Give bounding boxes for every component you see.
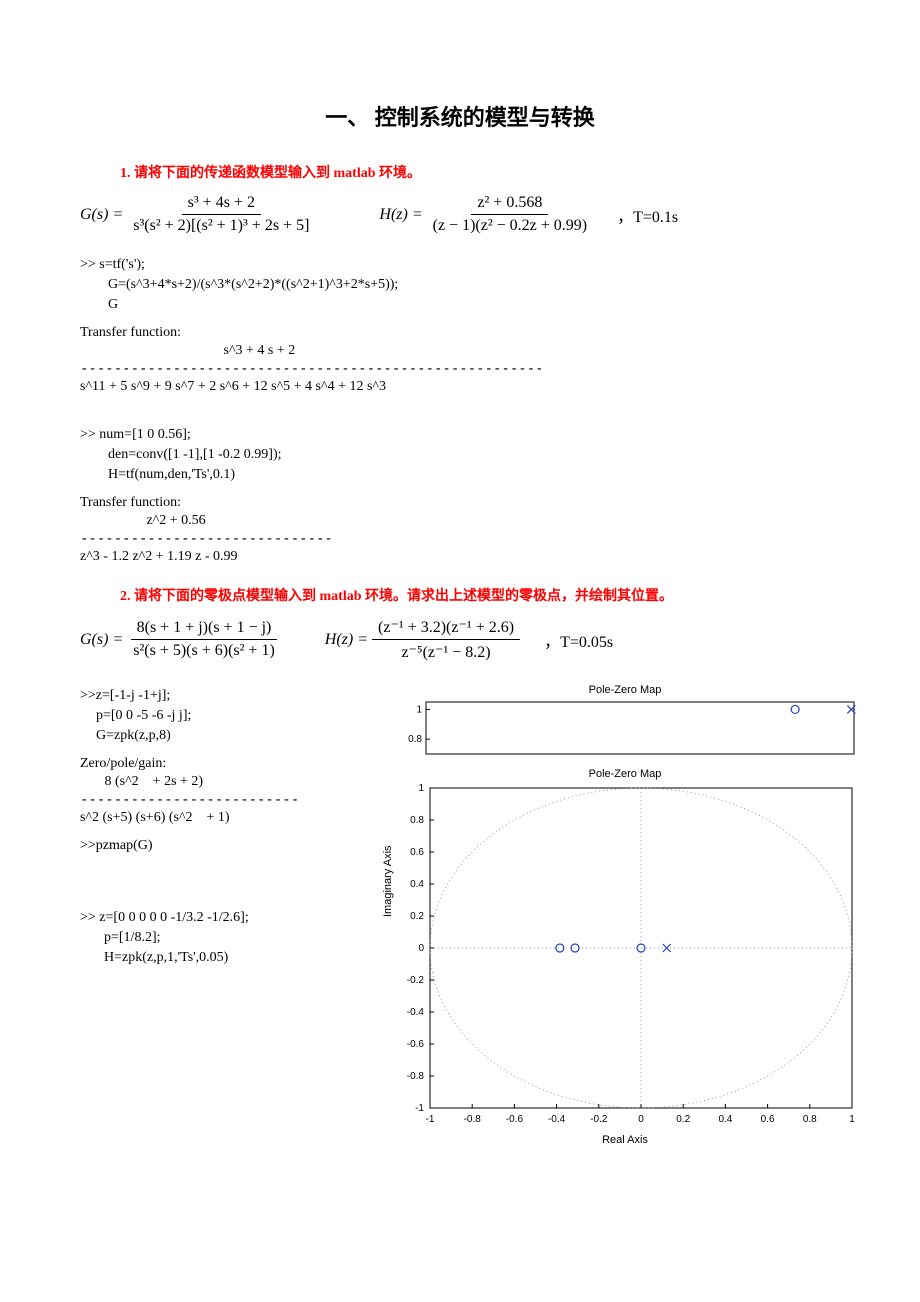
zpg-den: s^2 (s+5) (s+6) (s^2 + 1) xyxy=(80,810,370,826)
q1-hz-den: (z − 1)(z² − 0.2z + 0.99) xyxy=(427,215,593,237)
q2-hz-den: z⁻⁵(z⁻¹ − 8.2) xyxy=(395,640,496,664)
page-title: 一、 控制系统的模型与转换 xyxy=(80,100,840,132)
svg-text:0.2: 0.2 xyxy=(676,1114,690,1125)
pzmap-chart-1: Pole-Zero Map 0.81 xyxy=(390,684,860,758)
svg-text:0.6: 0.6 xyxy=(761,1114,775,1125)
q1-code-line-2: G=(s^3+4*s+2)/(s^3*(s^2+2)*((s^2+1)^3+2*… xyxy=(108,277,840,293)
q1-output-1: Transfer function: s^3 + 4 s + 2 -------… xyxy=(80,325,840,395)
q2-right-column: Pole-Zero Map 0.81 Pole-Zero Map Imagina… xyxy=(390,684,860,1146)
q2-hz-num: (z⁻¹ + 3.2)(z⁻¹ + 2.6) xyxy=(372,615,520,640)
svg-text:-0.8: -0.8 xyxy=(407,1071,425,1082)
tf-denominator-2: z^3 - 1.2 z^2 + 1.19 z - 0.99 xyxy=(80,549,840,565)
svg-text:-0.2: -0.2 xyxy=(590,1114,608,1125)
q2-code-line-5: >> z=[0 0 0 0 0 -1/3.2 -1/2.6]; xyxy=(80,910,370,926)
q2-hz: H(z) = (z⁻¹ + 3.2)(z⁻¹ + 2.6) z⁻⁵(z⁻¹ − … xyxy=(325,615,524,664)
chart2-svg: -1 -0.8 -0.6 -0.4 -0.2 0 0.2 0.4 0.6 0.8 1 -1 -0.8 -0… xyxy=(390,782,860,1132)
svg-text:-0.4: -0.4 xyxy=(548,1114,566,1125)
zpg-header: Zero/pole/gain: xyxy=(80,756,370,772)
q1-gs-lhs: G(s) = xyxy=(80,206,123,224)
question-1-heading: 1. 请将下面的传递函数模型输入到 matlab 环境。 xyxy=(120,162,840,182)
q1-code-line-5: den=conv([1 -1],[1 -0.2 0.99]); xyxy=(108,447,840,463)
chart2-title: Pole-Zero Map xyxy=(390,768,860,780)
svg-text:-0.6: -0.6 xyxy=(506,1114,524,1125)
tf-numerator-2: z^2 + 0.56 xyxy=(80,513,840,529)
svg-text:1: 1 xyxy=(416,704,422,715)
tf-divider-2: ------------------------------ xyxy=(80,531,840,547)
q2-code-line-2: p=[0 0 -5 -6 -j j]; xyxy=(96,708,370,724)
q1-code-line-4: >> num=[1 0 0.56]; xyxy=(80,427,840,443)
q1-gs-num: s³ + 4s + 2 xyxy=(182,192,261,215)
chart1-title: Pole-Zero Map xyxy=(390,684,860,696)
q2-gs-lhs: G(s) = xyxy=(80,631,123,649)
q1-code-line-3: G xyxy=(108,297,840,313)
zpg-div: -------------------------- xyxy=(80,792,370,808)
svg-text:-0.2: -0.2 xyxy=(407,975,425,986)
tf-header: Transfer function: xyxy=(80,325,840,341)
tf-divider: ----------------------------------------… xyxy=(80,361,840,377)
q2-formulas: G(s) = 8(s + 1 + j)(s + 1 − j) s²(s + 5)… xyxy=(80,615,840,664)
svg-text:1: 1 xyxy=(418,783,424,794)
q1-output-2: Transfer function: z^2 + 0.56 ----------… xyxy=(80,495,840,565)
q2-code-line-1: >>z=[-1-j -1+j]; xyxy=(80,688,370,704)
q2-code-line-6: p=[1/8.2]; xyxy=(104,930,370,946)
tf-denominator: s^11 + 5 s^9 + 9 s^7 + 2 s^6 + 12 s^5 + … xyxy=(80,379,840,395)
q1-gs-den: s³(s² + 2)[(s² + 1)³ + 2s + 5] xyxy=(127,215,315,237)
tf-header-2: Transfer function: xyxy=(80,495,840,511)
svg-text:-1: -1 xyxy=(426,1114,435,1125)
chart2-xlabel: Real Axis xyxy=(390,1134,860,1146)
q2-gs: G(s) = 8(s + 1 + j)(s + 1 − j) s²(s + 5)… xyxy=(80,617,285,662)
q2-ts: ，T=0.05s xyxy=(544,628,613,652)
zpg-num: 8 (s^2 + 2s + 2) xyxy=(80,774,370,790)
svg-text:0.8: 0.8 xyxy=(410,815,424,826)
chart2-ylabel: Imaginary Axis xyxy=(382,845,394,917)
svg-text:-0.4: -0.4 xyxy=(407,1007,425,1018)
q2-gs-num: 8(s + 1 + j)(s + 1 − j) xyxy=(131,617,278,640)
svg-text:0: 0 xyxy=(638,1114,644,1125)
svg-text:0.4: 0.4 xyxy=(410,879,424,890)
chart1-svg: 0.81 xyxy=(390,698,860,758)
svg-text:-1: -1 xyxy=(415,1103,424,1114)
q2-code-line-4: >>pzmap(G) xyxy=(80,838,370,854)
svg-text:0.8: 0.8 xyxy=(803,1114,817,1125)
q1-gs: G(s) = s³ + 4s + 2 s³(s² + 2)[(s² + 1)³ … xyxy=(80,192,319,237)
q1-code-line-1: >> s=tf('s'); xyxy=(80,257,840,273)
svg-text:0.6: 0.6 xyxy=(410,847,424,858)
q2-code-line-7: H=zpk(z,p,1,'Ts',0.05) xyxy=(104,950,370,966)
q2-code-line-3: G=zpk(z,p,8) xyxy=(96,728,370,744)
pzmap-chart-2: Pole-Zero Map Imaginary Axis -1-0.8-0.6-… xyxy=(390,768,860,1146)
svg-text:0.8: 0.8 xyxy=(408,734,422,745)
question-2-heading: 2. 请将下面的零极点模型输入到 matlab 环境。请求出上述模型的零极点，并… xyxy=(120,585,840,605)
svg-text:0: 0 xyxy=(418,943,424,954)
svg-text:-0.6: -0.6 xyxy=(407,1039,425,1050)
q1-code-line-6: H=tf(num,den,'Ts',0.1) xyxy=(108,467,840,483)
q2-gs-den: s²(s + 5)(s + 6)(s² + 1) xyxy=(127,640,281,662)
q2-hz-lhs: H(z) = xyxy=(325,631,368,649)
q1-hz: H(z) = z² + 0.568 (z − 1)(z² − 0.2z + 0.… xyxy=(379,192,597,237)
q2-output: Zero/pole/gain: 8 (s^2 + 2s + 2) -------… xyxy=(80,756,370,826)
svg-text:-0.8: -0.8 xyxy=(464,1114,482,1125)
tf-numerator: s^3 + 4 s + 2 xyxy=(80,343,840,359)
svg-text:0.4: 0.4 xyxy=(718,1114,732,1125)
q1-ts: ，T=0.1s xyxy=(617,203,678,227)
q1-hz-num: z² + 0.568 xyxy=(471,192,548,215)
q1-hz-lhs: H(z) = xyxy=(379,206,422,224)
q1-formulas: G(s) = s³ + 4s + 2 s³(s² + 2)[(s² + 1)³ … xyxy=(80,192,840,237)
svg-text:1: 1 xyxy=(849,1114,855,1125)
q2-left-column: >>z=[-1-j -1+j]; p=[0 0 -5 -6 -j j]; G=z… xyxy=(80,684,370,970)
svg-text:0.2: 0.2 xyxy=(410,911,424,922)
